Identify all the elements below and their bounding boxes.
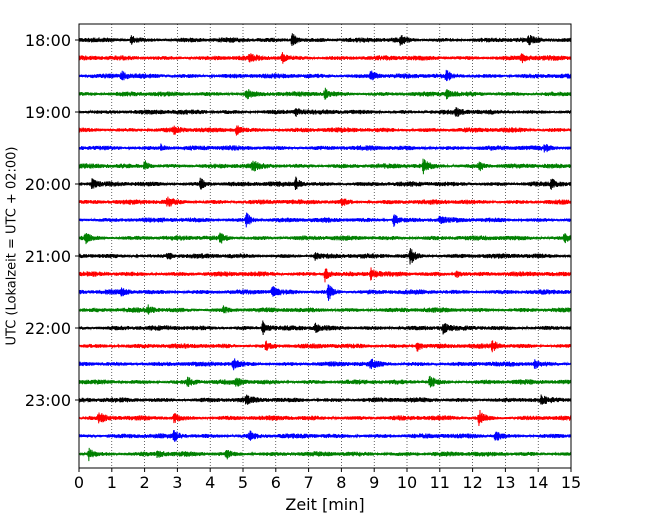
seismogram-trace — [78, 358, 572, 371]
seismogram-trace — [78, 212, 572, 228]
traces — [78, 33, 572, 462]
seismogram-trace — [78, 375, 572, 388]
y-axis-label: UTC (Lokalzeit = UTC + 02:00) — [5, 147, 20, 346]
x-tick-label: 0 — [74, 473, 84, 492]
y-tick-label: 20:00 — [25, 175, 71, 194]
seismogram-trace — [78, 52, 572, 64]
seismogram-trace — [78, 232, 572, 245]
seismogram-trace — [78, 284, 572, 301]
x-tick-label: 10 — [397, 473, 417, 492]
seismogram-trace — [78, 430, 572, 442]
x-tick-label: 6 — [271, 473, 281, 492]
seismogram-trace — [78, 196, 572, 207]
x-tick-label: 7 — [304, 473, 314, 492]
seismogram-trace — [78, 107, 572, 117]
seismogram-trace — [78, 125, 572, 136]
x-tick-label: 9 — [369, 473, 379, 492]
seismogram-trace — [78, 304, 572, 315]
gridlines — [111, 24, 539, 468]
y-axis-ticks: 18:00 19:00 20:00 21:00 22:00 23:00 — [25, 31, 79, 410]
x-tick-label: 14 — [528, 473, 548, 492]
x-axis-ticks: 0 1 2 3 4 5 6 7 8 9 10 11 12 13 14 15 — [74, 468, 581, 492]
y-tick-label: 19:00 — [25, 103, 71, 122]
seismogram-trace — [78, 394, 572, 405]
x-tick-label: 1 — [107, 473, 117, 492]
x-tick-label: 4 — [205, 473, 215, 492]
seismogram-trace — [78, 447, 572, 462]
x-tick-label: 3 — [172, 473, 182, 492]
y-tick-label: 22:00 — [25, 319, 71, 338]
seismogram-trace — [78, 69, 572, 82]
y-tick-label: 21:00 — [25, 247, 71, 266]
seismogram-trace — [78, 176, 572, 191]
seismogram-trace — [78, 158, 572, 175]
x-tick-label: 11 — [430, 473, 450, 492]
y-tick-label: 23:00 — [25, 391, 71, 410]
seismogram-trace — [78, 143, 572, 153]
seismogram-trace — [78, 409, 572, 426]
x-tick-label: 12 — [462, 473, 482, 492]
x-tick-label: 13 — [495, 473, 515, 492]
y-tick-label: 18:00 — [25, 31, 71, 50]
seismogram-trace — [78, 248, 572, 265]
seismogram-trace — [78, 33, 572, 47]
x-tick-label: 2 — [140, 473, 150, 492]
x-axis-label: Zeit [min] — [285, 495, 364, 514]
x-tick-label: 5 — [238, 473, 248, 492]
x-tick-label: 8 — [336, 473, 346, 492]
x-tick-label: 15 — [561, 473, 581, 492]
seismogram-trace — [78, 87, 572, 100]
seismogram-trace — [78, 267, 572, 283]
seismogram-trace — [78, 340, 572, 353]
seismogram-trace — [78, 320, 572, 336]
plot-frame — [78, 23, 572, 469]
